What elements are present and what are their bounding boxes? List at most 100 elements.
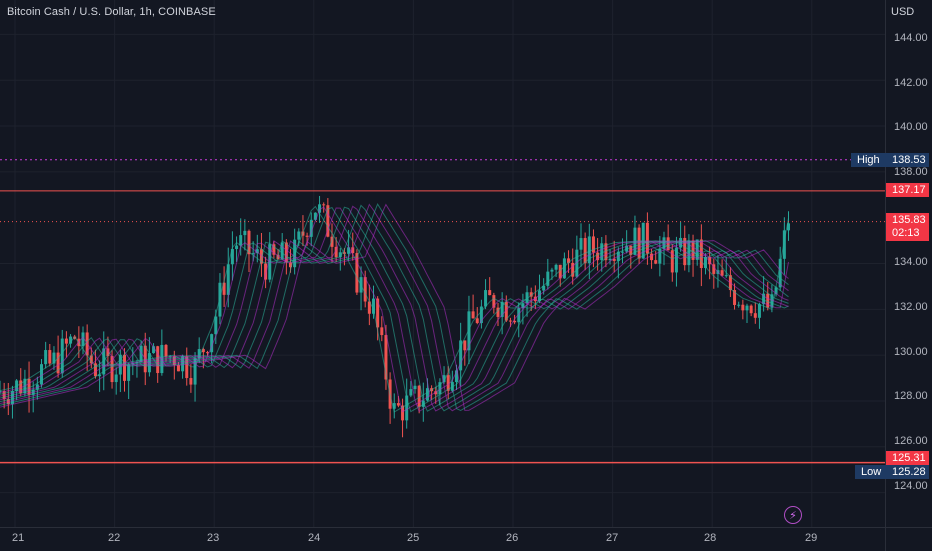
ma-ribbon-line: [0, 203, 789, 411]
price-tick-label: 124.00: [894, 480, 928, 492]
candle-body: [318, 204, 322, 213]
candle-body: [106, 348, 110, 357]
candle-body: [93, 363, 97, 377]
candle-body: [446, 375, 450, 391]
candle-body: [176, 365, 180, 372]
candle-body: [172, 356, 176, 366]
time-tick-label: 25: [407, 532, 420, 544]
high-label: High: [851, 153, 886, 167]
price-tick-label: 144.00: [894, 32, 928, 44]
candle-body: [467, 311, 471, 351]
time-tick-label: 29: [805, 532, 818, 544]
currency-label[interactable]: USD: [891, 6, 915, 18]
candle-body: [720, 270, 724, 276]
candle-body: [554, 264, 558, 270]
candle-body: [774, 287, 778, 295]
candle-body: [463, 340, 467, 351]
low-label: Low: [855, 465, 888, 479]
time-tick-label: 21: [12, 532, 25, 544]
last-price-value: 135.83: [892, 214, 926, 226]
candle-body: [538, 290, 541, 302]
candle-body: [330, 236, 334, 247]
candle-body: [110, 356, 114, 383]
candle-body: [438, 382, 442, 395]
candle-body: [782, 230, 786, 259]
candle-body: [226, 264, 230, 295]
bar-countdown: 02:13: [892, 227, 920, 239]
candle-body: [733, 290, 737, 305]
candle-body: [114, 374, 118, 383]
candle-body: [417, 385, 421, 407]
candle-body: [309, 219, 313, 237]
candle-body: [235, 245, 239, 250]
candle-body: [600, 243, 604, 261]
candle-body: [40, 364, 43, 385]
candle-body: [425, 388, 429, 401]
price-tick-label: 138.00: [894, 166, 928, 178]
candle-body: [674, 247, 678, 273]
candle-body: [421, 400, 425, 407]
candle-body: [492, 295, 496, 308]
candle-body: [670, 250, 674, 273]
candle-body: [222, 282, 226, 295]
candle-body: [409, 389, 413, 396]
price-tick-label: 130.00: [894, 346, 928, 358]
chart-pane[interactable]: [0, 0, 885, 527]
scale-corner: [885, 527, 932, 551]
candle-body: [214, 316, 218, 335]
candle-body: [201, 349, 205, 353]
candle-body: [247, 230, 251, 255]
candle-body: [60, 338, 64, 374]
candle-body: [459, 340, 463, 371]
time-tick-label: 28: [704, 532, 717, 544]
candle-body: [471, 311, 475, 319]
candle-body: [197, 349, 201, 359]
candle-body: [442, 375, 446, 383]
candle-body: [658, 248, 662, 264]
candle-body: [156, 346, 160, 374]
candle-body: [562, 258, 566, 279]
candle-body: [305, 235, 309, 237]
price-tick-label: 140.00: [894, 121, 928, 133]
candle-body: [139, 345, 143, 363]
candle-body: [741, 304, 745, 311]
candle-body: [239, 235, 243, 246]
candle-body: [255, 249, 259, 254]
candle-body: [766, 293, 770, 308]
candle-body: [745, 305, 749, 311]
candle-body: [546, 271, 550, 286]
candle-body: [724, 275, 728, 277]
candle-body: [102, 348, 106, 375]
low-price-badge: 125.28: [886, 465, 929, 479]
candle-body: [243, 230, 247, 236]
candle-body: [496, 307, 500, 317]
candle-body: [687, 240, 691, 266]
time-tick-label: 24: [308, 532, 321, 544]
candle-body: [259, 249, 263, 264]
candle-body: [699, 239, 703, 269]
candle-body: [52, 352, 56, 364]
time-scale[interactable]: [0, 527, 885, 551]
candle-body: [500, 301, 504, 317]
candle-body: [210, 334, 214, 353]
candle-body: [575, 249, 579, 277]
candle-body: [347, 247, 351, 254]
price-chart[interactable]: [0, 0, 885, 527]
candle-body: [604, 243, 608, 261]
time-tick-label: 27: [606, 532, 619, 544]
candle-body: [81, 332, 85, 347]
candle-body: [645, 222, 649, 254]
candle-body: [351, 247, 355, 254]
candle-body: [56, 352, 60, 374]
candle-body: [455, 370, 458, 383]
candle-body: [380, 327, 384, 336]
candle-body: [280, 242, 284, 260]
candle-body: [152, 346, 156, 354]
candle-body: [230, 249, 234, 265]
price-scale[interactable]: [885, 0, 932, 527]
lightning-icon[interactable]: ⚡: [784, 506, 802, 524]
candle-body: [297, 231, 301, 240]
candle-body: [587, 236, 591, 264]
candle-body: [338, 252, 342, 258]
high-price-badge: 138.53: [886, 153, 929, 167]
